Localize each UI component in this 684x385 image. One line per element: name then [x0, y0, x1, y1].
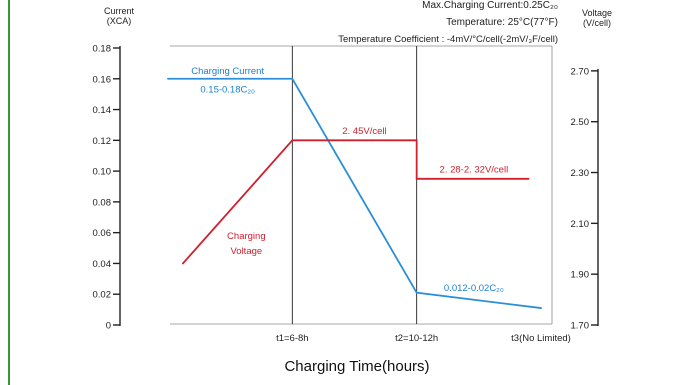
- left-axis-tick-label: 0.18: [93, 44, 112, 55]
- page-left-border-line: [8, 0, 10, 385]
- voltage-series-point-1: [291, 139, 294, 142]
- current-series-point-1: [291, 77, 294, 80]
- right-axis-tick-label: 2.30: [571, 168, 590, 179]
- right-axis-tick-label: 2.70: [571, 66, 590, 77]
- voltage-series-point-0: [182, 262, 184, 265]
- voltage-series-line: [182, 139, 529, 265]
- chart-header-line: Max.Charging Current:0.25C₂₀: [422, 0, 558, 11]
- axes-layer: 0 0.02 0.04 0.06 0.08 0.10 0.12 0.14 0.16 0.18 Cur…: [93, 6, 613, 375]
- chart-annotation: 2. 28-2. 32V/cell: [440, 165, 509, 176]
- voltage-series-point-2: [415, 139, 418, 142]
- left-axis-tick-label: 0.16: [93, 74, 112, 85]
- current-series-point-3: [540, 307, 542, 309]
- right-axis-label: (V/cell): [583, 18, 611, 28]
- left-axis-tick-label: 0: [106, 321, 111, 332]
- labels-layer: Max.Charging Current:0.25C₂₀ Temperature:…: [191, 0, 558, 294]
- grid-layer: [170, 45, 553, 325]
- chart-header-line: Temperature Coefficient : -4mV/°C/cell(-…: [338, 34, 558, 45]
- left-axis-tick-label: 0.08: [93, 197, 112, 208]
- chart-annotation: Voltage: [230, 246, 262, 257]
- x-axis-title: Charging Time(hours): [284, 358, 429, 375]
- current-series-point-0: [167, 77, 169, 80]
- x-tick-label: t1=6-8h: [276, 333, 309, 344]
- voltage-series-point-3: [415, 177, 418, 180]
- current-series-line: [168, 77, 542, 309]
- chart-annotation: 2. 45V/cell: [342, 126, 386, 137]
- right-axis-tick-label: 1.70: [571, 321, 590, 332]
- voltage-series-point-4: [527, 177, 530, 180]
- x-tick-label: t3(No Limited): [511, 333, 571, 344]
- chart-annotation: Charging: [227, 231, 266, 242]
- chart-annotation: 0.15-0.18C₂₀: [200, 85, 255, 96]
- right-axis-tick-label: 2.50: [571, 117, 590, 128]
- current-series-point-2: [415, 291, 418, 294]
- left-axis-tick-label: 0.06: [93, 228, 112, 239]
- chart-annotation: 0.012-0.02C₂₀: [444, 283, 504, 294]
- page-left-margin: [0, 0, 9, 385]
- x-tick-label: t2=10-12h: [395, 333, 438, 344]
- chart-header-line: Temperature: 25°C(77°F): [446, 17, 558, 28]
- series-layer: [167, 77, 542, 309]
- left-axis-tick-label: 0.10: [93, 167, 112, 178]
- left-axis-label: Current: [104, 6, 135, 16]
- right-axis-tick-label: 1.90: [571, 270, 590, 281]
- left-axis-tick-label: 0.04: [93, 259, 112, 270]
- right-axis-label: Voltage: [582, 8, 612, 18]
- chart-annotation: Charging Current: [191, 66, 264, 77]
- right-axis-tick-label: 2.10: [571, 219, 590, 230]
- left-axis-tick-label: 0.14: [93, 105, 112, 116]
- left-axis-tick-label: 0.02: [93, 290, 112, 301]
- left-axis-tick-label: 0.12: [93, 136, 112, 147]
- left-axis-label: (XCA): [107, 16, 132, 26]
